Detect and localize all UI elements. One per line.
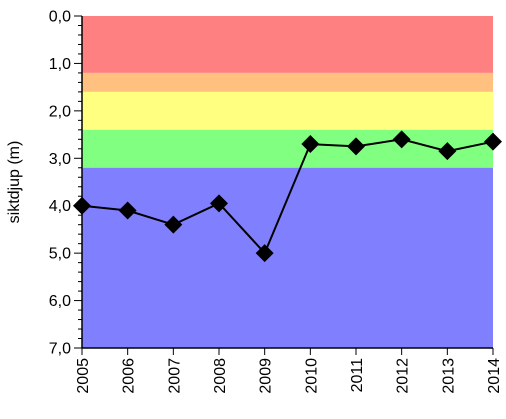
- band-2: [82, 91, 493, 130]
- y-tick-label: 6,0: [49, 293, 71, 310]
- x-tick-label: 2010: [303, 358, 320, 394]
- x-axis: 2005 2006 2007 2008 2009 2010 2011 2012 2013 2014: [75, 347, 503, 394]
- x-tick-label: 2005: [75, 358, 92, 394]
- x-tick-label: 2006: [121, 358, 138, 394]
- band-1: [82, 72, 493, 92]
- data-point: [210, 194, 228, 213]
- y-axis: 0,0 1,0 2,0 3,0 4,0 5,0 6,0 7,0: [49, 9, 83, 358]
- x-tick-label: 2007: [166, 358, 183, 394]
- x-tick-label: 2012: [395, 358, 412, 394]
- y-tick-label: 3,0: [49, 151, 71, 168]
- x-tick-label: 2008: [212, 358, 229, 394]
- background-bands: [82, 16, 493, 348]
- data-point: [118, 201, 137, 220]
- data-point: [392, 130, 411, 149]
- x-tick-label: 2014: [486, 358, 503, 394]
- data-point: [73, 196, 91, 215]
- band-3: [82, 129, 493, 168]
- data-point: [484, 132, 502, 151]
- y-tick-label: 7,0: [49, 341, 71, 358]
- y-tick-label: 0,0: [49, 9, 71, 26]
- x-tick-label: 2009: [258, 358, 275, 394]
- y-tick-label: 2,0: [49, 103, 71, 120]
- y-tick-label: 5,0: [49, 246, 71, 263]
- x-tick-label: 2013: [440, 358, 457, 394]
- y-tick-label: 4,0: [49, 198, 71, 215]
- data-point: [438, 142, 457, 161]
- data-point: [301, 135, 320, 154]
- data-point: [347, 137, 365, 156]
- data-series: [73, 130, 502, 263]
- data-point: [255, 244, 274, 263]
- y-axis-label: siktdjup (m): [6, 141, 23, 224]
- band-4: [82, 167, 493, 348]
- data-point: [164, 215, 183, 234]
- y-tick-label: 1,0: [49, 56, 71, 73]
- series-line: [81, 138, 494, 255]
- x-tick-label: 2011: [349, 358, 366, 393]
- band-0: [82, 16, 493, 73]
